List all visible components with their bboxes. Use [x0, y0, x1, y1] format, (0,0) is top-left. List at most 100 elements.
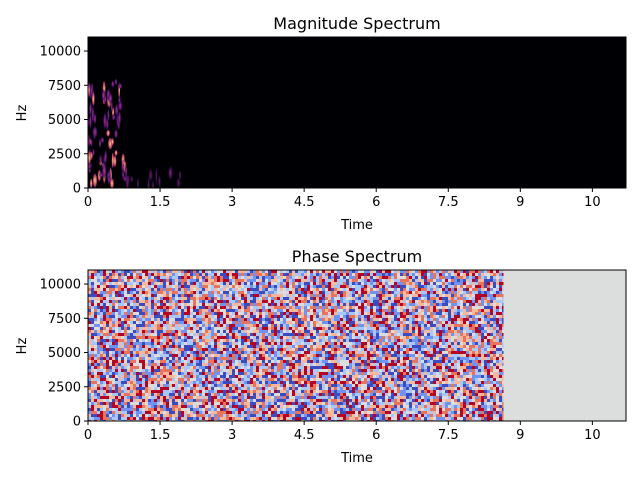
phase-cell — [232, 273, 235, 276]
phase-cell — [367, 336, 370, 339]
phase-cell — [370, 270, 373, 273]
phase-cell — [154, 279, 157, 282]
phase-cell — [286, 372, 289, 375]
phase-cell — [259, 357, 262, 360]
phase-cell — [340, 324, 343, 327]
phase-cell — [271, 393, 274, 396]
phase-cell — [328, 291, 331, 294]
phase-cell — [367, 414, 370, 417]
phase-cell — [226, 390, 229, 393]
phase-cell — [238, 387, 241, 390]
phase-cell — [334, 366, 337, 369]
phase-cell — [181, 417, 184, 420]
phase-cell — [325, 390, 328, 393]
phase-cell — [190, 294, 193, 297]
phase-cell — [298, 303, 301, 306]
phase-cell — [283, 303, 286, 306]
phase-cell — [331, 273, 334, 276]
phase-cell — [106, 417, 109, 420]
phase-cell — [361, 390, 364, 393]
phase-cell — [115, 300, 118, 303]
phase-cell — [343, 276, 346, 279]
phase-cell — [337, 321, 340, 324]
phase-cell — [169, 348, 172, 351]
phase-cell — [280, 372, 283, 375]
phase-cell — [334, 399, 337, 402]
phase-cell — [346, 414, 349, 417]
phase-cell — [298, 294, 301, 297]
phase-cell — [109, 372, 112, 375]
phase-cell — [259, 366, 262, 369]
phase-cell — [217, 375, 220, 378]
phase-cell — [211, 291, 214, 294]
phase-cell — [244, 417, 247, 420]
phase-cell — [310, 381, 313, 384]
phase-cell — [157, 354, 160, 357]
phase-cell — [190, 297, 193, 300]
phase-cell — [115, 291, 118, 294]
phase-cell — [202, 339, 205, 342]
phase-cell — [223, 375, 226, 378]
phase-cell — [265, 396, 268, 399]
phase-cell — [337, 390, 340, 393]
phase-cell — [262, 351, 265, 354]
phase-cell — [337, 339, 340, 342]
phase-cell — [115, 363, 118, 366]
phase-cell — [373, 330, 376, 333]
phase-cell — [292, 303, 295, 306]
phase-cell — [262, 360, 265, 363]
phase-cell — [136, 354, 139, 357]
phase-cell — [208, 405, 211, 408]
phase-cell — [265, 411, 268, 414]
phase-cell — [259, 384, 262, 387]
phase-cell — [208, 270, 211, 273]
phase-cell — [226, 285, 229, 288]
phase-cell — [145, 279, 148, 282]
phase-cell — [358, 282, 361, 285]
phase-cell — [358, 360, 361, 363]
phase-cell — [253, 372, 256, 375]
phase-cell — [358, 402, 361, 405]
phase-cell — [313, 273, 316, 276]
phase-cell — [178, 345, 181, 348]
phase-cell — [127, 360, 130, 363]
phase-cell — [112, 405, 115, 408]
magnitude-y-tick-label: 2500 — [48, 147, 81, 162]
phase-cell — [205, 399, 208, 402]
phase-cell — [244, 384, 247, 387]
phase-cell — [331, 318, 334, 321]
phase-cell — [151, 372, 154, 375]
phase-cell — [211, 342, 214, 345]
phase-cell — [304, 276, 307, 279]
phase-cell — [229, 345, 232, 348]
phase-cell — [289, 369, 292, 372]
phase-cell — [151, 339, 154, 342]
phase-cell — [241, 300, 244, 303]
phase-cell — [235, 333, 238, 336]
phase-cell — [334, 279, 337, 282]
phase-cell — [253, 348, 256, 351]
phase-cell — [340, 336, 343, 339]
phase-cell — [232, 399, 235, 402]
phase-cell — [274, 402, 277, 405]
phase-cell — [223, 291, 226, 294]
phase-cell — [124, 294, 127, 297]
phase-cell — [328, 411, 331, 414]
phase-cell — [121, 408, 124, 411]
phase-cell — [313, 303, 316, 306]
phase-cell — [238, 294, 241, 297]
phase-cell — [175, 300, 178, 303]
phase-cell — [265, 312, 268, 315]
phase-cell — [292, 372, 295, 375]
phase-cell — [160, 318, 163, 321]
phase-cell — [184, 270, 187, 273]
phase-cell — [94, 273, 97, 276]
phase-cell — [313, 372, 316, 375]
phase-cell — [367, 276, 370, 279]
phase-cell — [220, 399, 223, 402]
phase-cell — [91, 270, 94, 273]
phase-cell — [367, 396, 370, 399]
phase-cell — [184, 363, 187, 366]
phase-cell — [280, 294, 283, 297]
phase-cell — [265, 405, 268, 408]
